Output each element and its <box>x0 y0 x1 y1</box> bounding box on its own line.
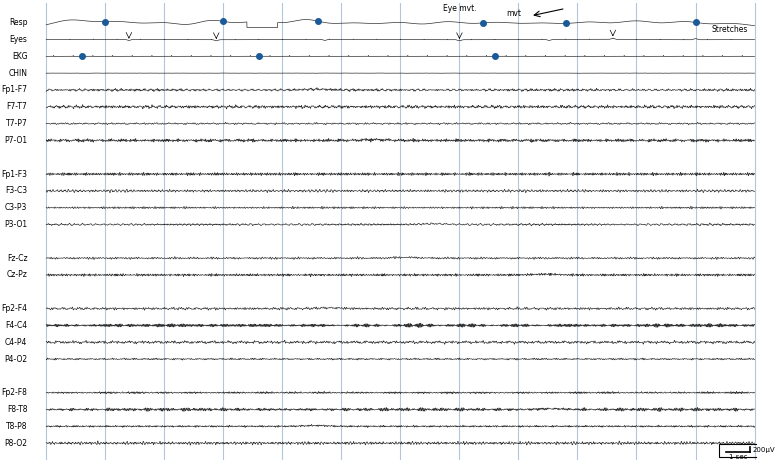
Text: C3-P3: C3-P3 <box>5 203 27 212</box>
Text: Fp2-F4: Fp2-F4 <box>2 304 27 313</box>
Text: 1 sec: 1 sec <box>729 454 747 460</box>
Text: Fp1-F7: Fp1-F7 <box>2 86 27 94</box>
Text: C4-P4: C4-P4 <box>5 338 27 347</box>
Text: mvt: mvt <box>507 9 521 18</box>
Text: Stretches: Stretches <box>711 25 747 34</box>
Text: F4-C4: F4-C4 <box>5 321 27 330</box>
Text: Eye mvt.: Eye mvt. <box>443 4 476 13</box>
Text: F3-C3: F3-C3 <box>5 187 27 195</box>
Text: Fz-Cz: Fz-Cz <box>7 254 27 263</box>
Text: T8-P8: T8-P8 <box>6 422 27 431</box>
Text: P3-O1: P3-O1 <box>4 220 27 229</box>
Text: Fp2-F8: Fp2-F8 <box>2 388 27 397</box>
Text: P4-O2: P4-O2 <box>4 355 27 363</box>
Text: Eyes: Eyes <box>9 35 27 44</box>
Text: CHIN: CHIN <box>9 69 27 78</box>
Text: F8-T8: F8-T8 <box>7 405 27 414</box>
Text: P8-O2: P8-O2 <box>5 438 27 448</box>
Text: F7-T7: F7-T7 <box>7 102 27 111</box>
Text: T7-P7: T7-P7 <box>5 119 27 128</box>
Text: Cz-Pz: Cz-Pz <box>6 270 27 280</box>
Text: Fp1-F3: Fp1-F3 <box>2 169 27 179</box>
Text: Resp: Resp <box>9 18 27 27</box>
Text: P7-O1: P7-O1 <box>4 136 27 145</box>
Text: 200μV: 200μV <box>752 447 775 453</box>
Text: EKG: EKG <box>12 52 27 61</box>
